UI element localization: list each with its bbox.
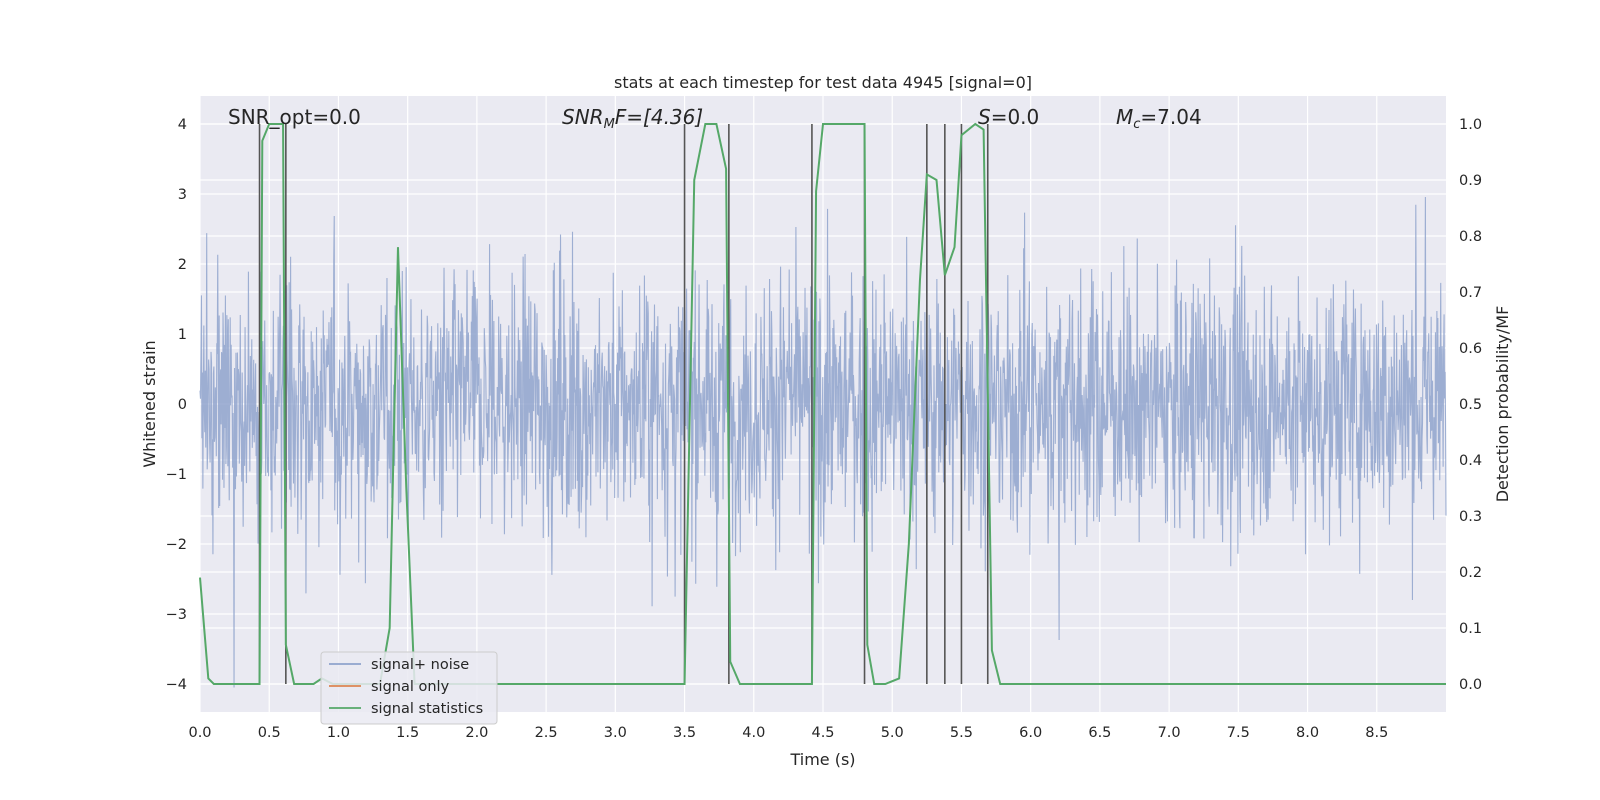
- legend-box: [320, 651, 498, 725]
- y-right-tick-labels: 1.0 0.9 0.8 0.7 0.6 0.5 0.4 0.3 0.2 0.1 …: [1459, 117, 1482, 693]
- y-right-axis-label: Detection probability/MF: [1493, 306, 1512, 503]
- x-tick-labels: 0.0 0.5 1.0 1.5 2.0 2.5 3.0 3.5 4.0 4.5 …: [188, 725, 1388, 741]
- y-right-tick-label: 0.0: [1459, 677, 1482, 693]
- x-tick-label: 5.5: [950, 725, 973, 741]
- legend: signal+ noise signal only signal statist…: [320, 651, 498, 725]
- y-right-tick-label: 0.8: [1459, 229, 1482, 245]
- y-right-tick-label: 0.9: [1459, 173, 1482, 189]
- y-right-tick-label: 0.5: [1459, 397, 1482, 413]
- x-tick-label: 0.0: [188, 725, 211, 741]
- snr-mf-sub: M: [604, 117, 615, 132]
- y-right-tick-label: 0.1: [1459, 621, 1482, 637]
- y-right-tick-label: 0.6: [1459, 341, 1482, 357]
- mc-base: M: [1116, 105, 1133, 129]
- legend-label-signal-noise: signal+ noise: [371, 657, 469, 673]
- x-tick-label: 0.5: [258, 725, 281, 741]
- y-left-axis-label: Whitened strain: [140, 340, 159, 467]
- x-tick-label: 7.5: [1227, 725, 1250, 741]
- y-right-tick-label: 0.3: [1459, 509, 1482, 525]
- snr-mf-annotation: SNRMF=[4.36]: [562, 105, 703, 132]
- x-tick-label: 2.0: [465, 725, 488, 741]
- s-annotation: S=0.0: [978, 105, 1039, 129]
- x-tick-label: 6.5: [1088, 725, 1111, 741]
- x-tick-label: 1.0: [327, 725, 350, 741]
- y-right-tick-label: 0.7: [1459, 285, 1482, 301]
- series-signal-statistics-line: [199, 122, 1446, 685]
- x-tick-label: 4.0: [742, 725, 765, 741]
- x-tick-label: 6.0: [1019, 725, 1042, 741]
- y-left-tick-label: −2: [166, 537, 187, 553]
- y-left-tick-label: −3: [166, 607, 187, 623]
- y-left-tick-labels: 4 3 2 1 0 −1 −2 −3 −4: [166, 117, 187, 693]
- s-value: =0.0: [991, 105, 1040, 129]
- y-right-tick-label: 0.4: [1459, 453, 1482, 469]
- y-left-tick-label: 0: [178, 397, 187, 413]
- chart-title: stats at each timestep for test data 494…: [614, 73, 1032, 92]
- stat-layer: [199, 122, 1446, 685]
- x-tick-label: 7.0: [1158, 725, 1181, 741]
- s-symbol: S: [978, 105, 991, 129]
- y-right-tick-label: 1.0: [1459, 117, 1482, 133]
- x-tick-label: 1.5: [396, 725, 419, 741]
- y-right-tick-label: 0.2: [1459, 565, 1482, 581]
- mc-value: =7.04: [1140, 105, 1201, 129]
- snr-opt-annotation: SNR_opt=0.0: [228, 105, 361, 129]
- x-tick-label: 3.0: [604, 725, 627, 741]
- x-tick-label: 5.0: [881, 725, 904, 741]
- series-signal-noise-line: [199, 196, 1447, 688]
- snr-mf-base: SNR: [562, 105, 604, 129]
- y-left-tick-label: 3: [178, 187, 187, 203]
- y-left-tick-label: −4: [166, 677, 187, 693]
- x-tick-label: 8.0: [1296, 725, 1319, 741]
- x-axis-label: Time (s): [789, 750, 855, 769]
- legend-label-signal-only: signal only: [371, 679, 450, 695]
- legend-label-signal-statistics: signal statistics: [371, 701, 483, 717]
- x-tick-label: 8.5: [1365, 725, 1388, 741]
- x-tick-label: 3.5: [673, 725, 696, 741]
- x-tick-label: 2.5: [535, 725, 558, 741]
- y-left-tick-label: 1: [178, 327, 187, 343]
- y-left-tick-label: 4: [178, 117, 187, 133]
- noise-layer: [199, 196, 1447, 688]
- snr-mf-f: F=[4.36]: [615, 105, 703, 129]
- x-tick-label: 4.5: [811, 725, 834, 741]
- mc-annotation: Mc=7.04: [1116, 105, 1202, 132]
- mc-sub: c: [1133, 117, 1140, 132]
- y-left-tick-label: 2: [178, 257, 187, 273]
- y-left-tick-label: −1: [166, 467, 187, 483]
